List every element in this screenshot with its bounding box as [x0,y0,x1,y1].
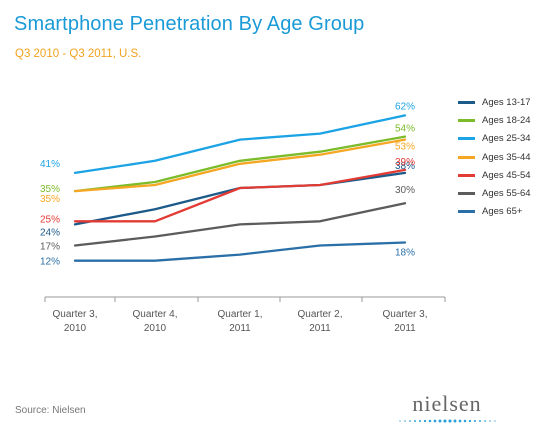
legend-item-ages-35-44: Ages 35-44 [458,148,531,166]
legend-swatch [458,155,475,159]
logo-dot [463,419,467,423]
legend-item-ages-25-34: Ages 25-34 [458,130,531,148]
legend-label: Ages 13-17 [482,96,531,108]
logo-dot [484,420,486,422]
x-tick-label-3: Quarter 2, 2011 [297,309,342,334]
x-tick-label-0: Quarter 3, 2010 [52,309,97,334]
logo-dot [448,419,452,423]
legend-item-ages-55-64: Ages 55-64 [458,184,531,202]
series-line-ages-18-24 [73,135,407,193]
data-label-end-ages-35-44: 53% [395,142,415,153]
source-note: Source: Nielsen [15,405,86,416]
legend-swatch [458,210,475,214]
logo-dot [423,419,427,423]
logo-dot [468,419,472,423]
legend-swatch [458,100,475,104]
legend-swatch [458,192,475,196]
logo-dot [453,419,457,423]
data-label-start-ages-13-17: 24% [40,227,60,238]
data-label-start-ages-25-34: 41% [40,159,60,170]
logo-dot [443,419,447,423]
data-label-start-ages-65-: 12% [40,257,60,268]
series-line-ages-45-54 [73,168,407,223]
logo-dot [438,419,442,423]
logo-dot [433,419,437,423]
legend-item-ages-45-54: Ages 45-54 [458,166,531,184]
series-line-ages-55-64 [73,202,407,247]
x-tick-label-line: 2010 [144,323,167,334]
chart-title: Smartphone Penetration By Age Group [14,13,365,35]
chart-legend: Ages 13-17 Ages 18-24 Ages 25-34 Ages 35-44… [458,93,531,221]
x-tick-label-1: Quarter 4, 2010 [132,309,177,334]
x-tick-label-line: Quarter 1, [217,309,262,320]
legend-label: Ages 55-64 [482,188,531,200]
x-tick-label-2: Quarter 1, 2011 [217,309,262,334]
series-line-ages-65- [73,241,407,262]
x-tick-label-line: Quarter 4, [132,309,177,320]
legend-label: Ages 65+ [482,206,523,218]
logo-dot [404,420,406,422]
x-tick-label-line: 2011 [309,323,331,334]
legend-label: Ages 18-24 [482,114,531,126]
legend-swatch [458,173,475,177]
legend-item-ages-65-: Ages 65+ [458,203,531,221]
logo-dot [473,419,477,423]
legend-label: Ages 45-54 [482,169,531,181]
legend-label: Ages 25-34 [482,133,531,145]
legend-swatch [458,118,475,122]
logo-dot [409,420,411,422]
chart-subtitle: Q3 2010 - Q3 2011, U.S. [15,48,142,60]
logo-dot [428,419,432,423]
logo-dot [494,420,496,422]
logo-dots [399,419,496,423]
x-tick-label-line: Quarter 3, [382,309,427,320]
data-label-end-ages-25-34: 62% [395,101,415,112]
series-line-ages-13-17 [73,171,407,226]
logo-dot [418,419,422,423]
x-tick-label-line: 2011 [394,323,416,334]
logo-dot [399,420,401,422]
series-line-ages-35-44 [73,138,407,193]
logo-dot [489,420,491,422]
data-label-end-ages-18-24: 54% [395,124,415,135]
x-tick-label-line: 2010 [64,323,87,334]
data-label-start-ages-55-64: 17% [40,242,60,253]
data-label-end-ages-55-64: 30% [395,185,415,196]
legend-swatch [458,137,475,141]
nielsen-logo: nielsen [372,393,522,433]
legend-item-ages-18-24: Ages 18-24 [458,111,531,129]
x-tick-label-line: Quarter 3, [52,309,97,320]
data-label-end-ages-13-17: 38% [395,161,415,172]
logo-wordmark: nielsen [412,391,482,416]
logo-dot [479,420,481,422]
logo-dot [458,419,462,423]
x-tick-label-line: 2011 [229,323,251,334]
data-label-start-ages-35-44: 35% [40,194,60,205]
x-tick-label-4: Quarter 3, 2011 [382,309,427,334]
data-label-start-ages-45-54: 25% [40,214,60,225]
legend-label: Ages 35-44 [482,151,531,163]
logo-dot [414,420,416,422]
series-line-ages-25-34 [73,114,407,175]
legend-item-ages-13-17: Ages 13-17 [458,93,531,111]
data-label-end-ages-45-54: 39% [395,157,415,168]
x-tick-label-line: Quarter 2, [297,309,342,320]
data-label-start-ages-18-24: 35% [40,184,60,195]
data-label-end-ages-65-: 18% [395,248,415,259]
